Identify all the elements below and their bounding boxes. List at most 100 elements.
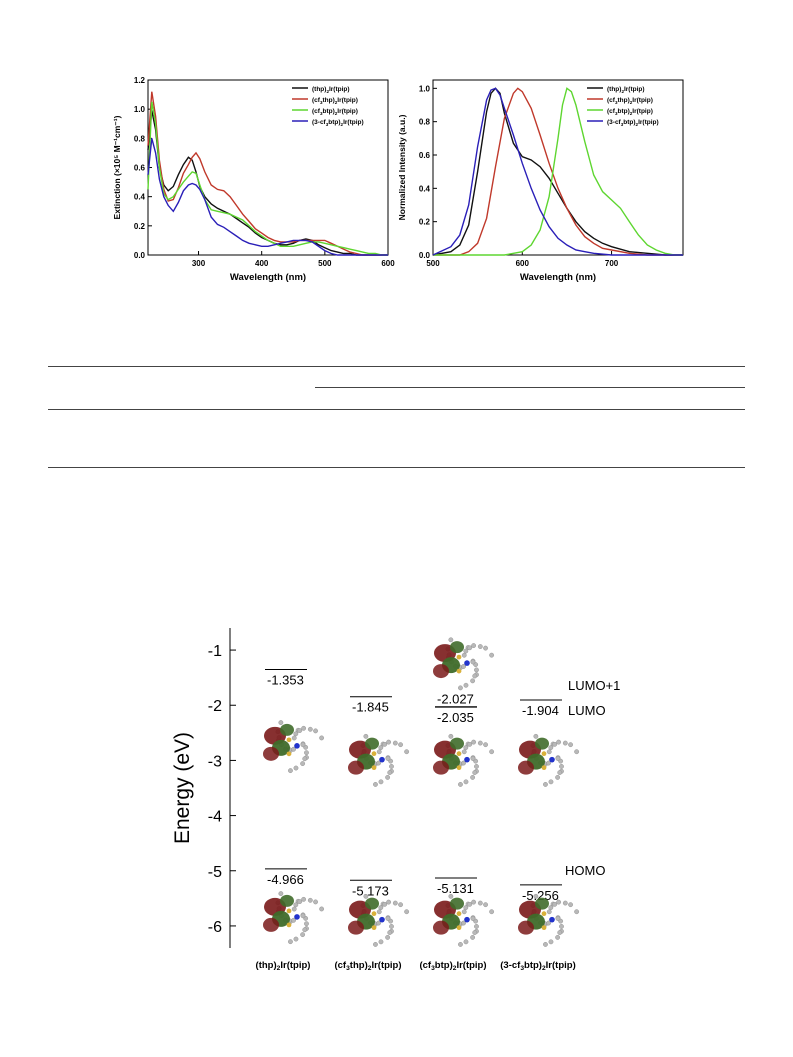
atom	[304, 921, 309, 927]
atom	[458, 942, 463, 947]
phosphorus-atom	[456, 911, 462, 917]
atom	[300, 761, 306, 766]
atom	[373, 782, 378, 787]
atom	[293, 936, 299, 942]
x-tick-label: 400	[255, 259, 269, 268]
atom	[557, 930, 563, 935]
y-tick-label: 0.8	[419, 118, 431, 127]
orbital-lumo-3	[518, 733, 580, 787]
y-tick-label: 1.0	[134, 105, 146, 114]
table-top-rule	[48, 366, 745, 367]
atom	[533, 893, 539, 899]
atom	[489, 909, 495, 915]
legend-label-3: (3-cf3btp)2Ir(tpip)	[607, 119, 659, 127]
atom	[291, 735, 297, 741]
phosphorus-atom	[371, 925, 377, 931]
atom	[548, 779, 554, 785]
y-tick-label: 0.2	[419, 218, 431, 227]
orbital-lobe	[535, 737, 549, 750]
atom	[470, 934, 476, 940]
orbital-lobe	[263, 746, 279, 761]
atom	[556, 899, 562, 905]
y-tick-label: -4	[208, 809, 222, 826]
atom	[301, 725, 307, 731]
nitrogen-atom	[464, 756, 470, 763]
atom	[483, 645, 488, 651]
series-line-2	[147, 101, 388, 256]
nitrogen-atom	[549, 756, 555, 763]
energy-value-7: -1.904	[522, 703, 559, 718]
atom	[293, 731, 299, 737]
nitrogen-atom	[294, 914, 300, 920]
nitrogen-atom	[379, 756, 385, 763]
emission-chart: 500 600 700 0.0 0.2 0.4 0.6 0.8 1.0 Wavelength (n…	[395, 70, 690, 295]
atom	[363, 733, 369, 739]
phosphorus-atom	[456, 668, 462, 674]
atom	[461, 749, 467, 755]
atom	[548, 745, 554, 751]
atom	[574, 749, 580, 755]
energy-value-1: -4.966	[267, 872, 304, 887]
orbital-lumo-1	[348, 733, 410, 787]
atom	[555, 916, 561, 921]
atom	[483, 902, 488, 908]
y-tick-label: 0.6	[134, 164, 146, 173]
atom	[546, 749, 552, 755]
atom	[477, 740, 483, 746]
legend-label-1: (cf3thp)2Ir(tpip)	[312, 97, 358, 105]
y-tick-label: -1	[208, 643, 222, 660]
atom	[472, 930, 478, 935]
atom	[398, 742, 403, 748]
phosphorus-atom	[541, 925, 547, 931]
x-axis-label: Wavelength (nm)	[230, 272, 306, 283]
atom	[373, 942, 378, 947]
atom	[489, 652, 495, 658]
atom	[313, 728, 318, 734]
orbital-lobe	[348, 920, 364, 935]
atom	[387, 930, 393, 935]
x-axis-label: Wavelength (nm)	[520, 272, 596, 283]
series-line-0	[147, 110, 388, 256]
phosphorus-atom	[541, 751, 547, 757]
phosphorus-atom	[286, 737, 292, 743]
atom	[376, 909, 382, 915]
x-tick-label: 500	[426, 259, 440, 268]
atom	[291, 906, 297, 912]
atom	[555, 934, 561, 940]
energy-value-4: -2.027	[437, 692, 474, 707]
orbital-lobe	[280, 723, 294, 736]
atom	[378, 939, 384, 945]
atom	[448, 733, 454, 739]
atom	[313, 899, 318, 905]
orbital-lumo-0	[263, 720, 325, 774]
atom	[477, 644, 483, 649]
table-sub-rule	[315, 387, 745, 388]
phosphorus-atom	[286, 922, 292, 928]
orbital-homo-2	[433, 893, 495, 947]
atom	[288, 939, 293, 945]
nitrogen-atom	[379, 916, 385, 923]
atom	[288, 768, 293, 774]
atom	[467, 901, 473, 907]
y-tick-label: 0.6	[419, 151, 431, 160]
atom	[307, 726, 313, 732]
nitrogen-atom	[464, 916, 470, 923]
atom	[552, 901, 558, 907]
atom	[389, 764, 394, 769]
atom	[386, 739, 392, 745]
atom	[556, 739, 562, 745]
atom	[477, 900, 483, 906]
compound-label-0: (thp)2Ir(tpip)	[256, 960, 311, 972]
atom	[568, 742, 573, 748]
atom	[302, 927, 308, 933]
atom	[448, 893, 454, 899]
phosphorus-atom	[286, 908, 292, 914]
legend-label-0: (thp)2Ir(tpip)	[312, 86, 350, 94]
orbital-lobe	[433, 664, 449, 679]
energy-value-6: -5.131	[437, 881, 474, 896]
phosphorus-atom	[286, 751, 292, 757]
orbital-lobe	[450, 737, 464, 750]
orbital-lobe	[450, 641, 464, 654]
atom	[458, 782, 463, 787]
atom	[297, 728, 303, 733]
